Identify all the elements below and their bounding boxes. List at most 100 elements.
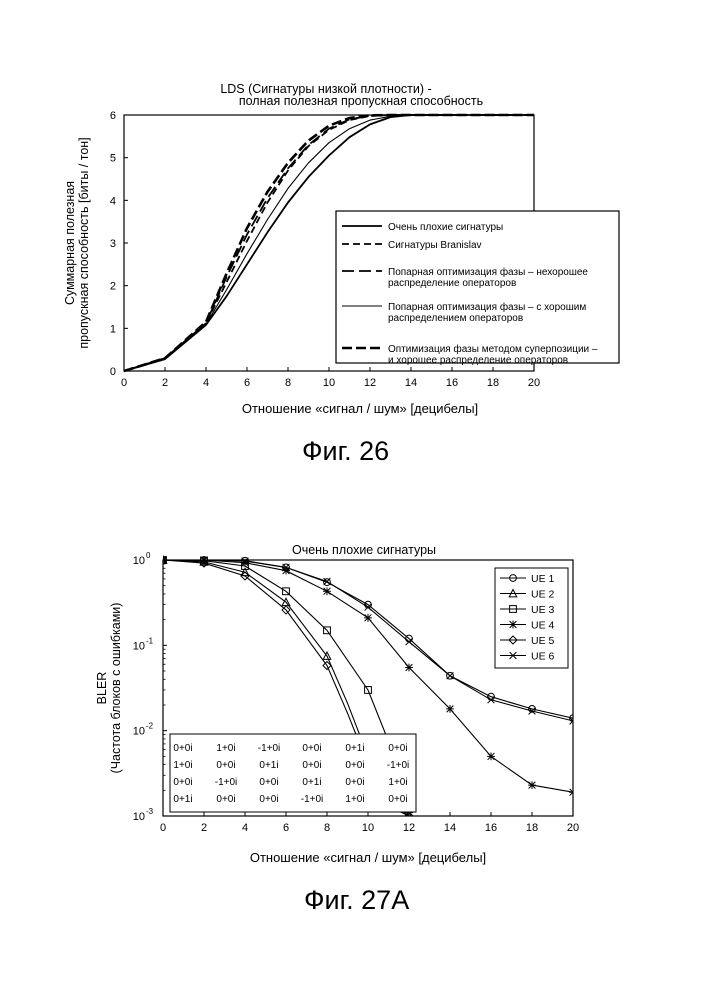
inset-table-cell: 0+1i	[259, 760, 278, 771]
legend-entry-label: UE 3	[531, 604, 555, 616]
x-tick-label: 0	[160, 822, 166, 834]
chart-title: LDS (Сигнатуры низкой плотности) -	[220, 82, 431, 96]
y-tick-exponent: 0	[146, 551, 151, 560]
data-point	[569, 717, 573, 725]
data-point	[163, 556, 167, 564]
x-tick-label: 12	[403, 822, 415, 834]
y-tick-label: 0	[110, 366, 116, 378]
inset-table-cell: 0+0i	[345, 777, 364, 788]
legend-entry-label: UE 5	[531, 635, 555, 647]
data-point	[323, 587, 331, 596]
x-tick-label: 10	[323, 377, 335, 389]
data-point	[241, 558, 249, 567]
inset-table-cell: 0+0i	[216, 760, 235, 771]
x-tick-label: 8	[285, 377, 291, 389]
data-point	[281, 605, 291, 615]
inset-table-cell: 0+0i	[302, 760, 321, 771]
x-tick-label: 14	[444, 822, 456, 834]
x-tick-label: 18	[487, 377, 499, 389]
data-point	[405, 638, 413, 646]
x-tick-label: 2	[162, 377, 168, 389]
inset-table-cell: 0+0i	[173, 743, 192, 754]
data-point	[322, 660, 332, 671]
data-point	[322, 650, 332, 660]
inset-table-cell: -1+0i	[258, 743, 281, 754]
inset-table-cell: 0+0i	[302, 743, 321, 754]
figure-caption-27a: Фиг. 27А	[304, 885, 410, 915]
inset-table-cell: 0+0i	[216, 794, 235, 805]
data-point	[446, 704, 454, 713]
legend-box	[494, 567, 569, 669]
data-point	[487, 752, 495, 761]
y-tick-exponent: -3	[146, 807, 154, 816]
inset-table-cell: 0+1i	[173, 794, 192, 805]
legend-entry-label: UE 6	[531, 651, 555, 663]
x-tick-label: 0	[121, 377, 127, 389]
inset-table-cell: 1+0i	[388, 777, 407, 788]
legend: UE 1 UE 2 UE 3 UE 4 UE 5 UE 6	[494, 567, 569, 669]
bler-chart: 0+0i 1+0i -1+0i 0+0i 0+1i 0+0i 1+0i 0+0i 0+1i 0+0…	[95, 543, 579, 865]
figure-caption-26: Фиг. 26	[302, 436, 390, 466]
x-tick-label: 6	[283, 822, 289, 834]
inset-table-cell: 0+0i	[388, 794, 407, 805]
legend-entry-label: Оптимизация фазы методом суперпозиции –	[388, 343, 598, 355]
legend-marker	[509, 574, 517, 582]
legend-entry-label: Сигнатуры Branislav	[388, 240, 482, 251]
legend-box	[335, 210, 620, 364]
data-point	[199, 558, 209, 568]
inset-table-frame	[169, 733, 417, 813]
series-ue-4	[163, 556, 573, 797]
inset-table-cell: 1+0i	[216, 743, 235, 754]
inset-table-cell: -1+0i	[387, 760, 410, 771]
inset-table-cell: 0+0i	[388, 743, 407, 754]
data-point	[240, 571, 250, 581]
y-tick-label: 4	[110, 195, 116, 207]
inset-table-cell: 0+1i	[302, 777, 321, 788]
legend-entry-label: распределением операторов	[388, 313, 523, 324]
data-point	[528, 704, 536, 713]
inset-table-cell: 1+0i	[345, 794, 364, 805]
y-tick-exponent: -2	[146, 722, 154, 731]
inset-table-cell: -1+0i	[215, 777, 238, 788]
legend-marker	[509, 620, 517, 629]
data-point	[323, 577, 331, 586]
legend-marker	[509, 651, 517, 660]
y-axis-label-line-2: (Частота блоков с ошибками)	[109, 603, 123, 774]
data-point	[241, 557, 249, 565]
x-tick-label: 10	[362, 822, 374, 834]
data-point	[282, 566, 290, 575]
x-tick-label: 4	[242, 822, 248, 834]
y-tick-label: 10	[133, 811, 145, 823]
data-point	[487, 696, 495, 704]
y-tick-label: 1	[110, 323, 116, 335]
y-axis-label-line-2: пропускная способность [биты / тон]	[77, 137, 91, 348]
y-tick-label: 2	[110, 281, 116, 293]
series-line	[163, 559, 410, 810]
x-tick-label: 20	[528, 377, 540, 389]
data-point	[364, 603, 372, 611]
signature-matrix-inset: 0+0i 1+0i -1+0i 0+0i 0+1i 0+0i 1+0i 0+0i 0+1i 0+0…	[169, 733, 417, 813]
y-tick-exponent: -1	[146, 636, 154, 645]
x-tick-label: 4	[203, 377, 209, 389]
y-tick-label: 5	[110, 153, 116, 165]
inset-table-cell: 0+0i	[173, 777, 192, 788]
y-axis-label-line-1: Суммарная полезная	[63, 181, 77, 305]
chart-title: Очень плохие сигнатуры	[292, 543, 436, 557]
inset-table-cell: 0+0i	[259, 777, 278, 788]
y-axis-label-line-1: BLER	[95, 672, 109, 705]
x-axis-label: Отношение «сигнал / шум» [децибелы]	[250, 850, 486, 865]
legend-entry-label: UE 1	[531, 573, 555, 585]
x-tick-label: 6	[244, 377, 250, 389]
legend-entry-label: распределение операторов	[388, 278, 516, 289]
data-point	[364, 686, 372, 694]
data-point	[163, 555, 168, 565]
inset-table-cell: 1+0i	[173, 760, 192, 771]
x-tick-label: 14	[405, 377, 417, 389]
inset-table-cell: 0+1i	[345, 743, 364, 754]
legend: Очень плохие сигнатуры Сигнатуры Branisla…	[335, 210, 620, 366]
data-point	[404, 811, 414, 816]
x-tick-label: 16	[485, 822, 497, 834]
data-point	[405, 663, 413, 672]
data-point	[528, 707, 536, 715]
